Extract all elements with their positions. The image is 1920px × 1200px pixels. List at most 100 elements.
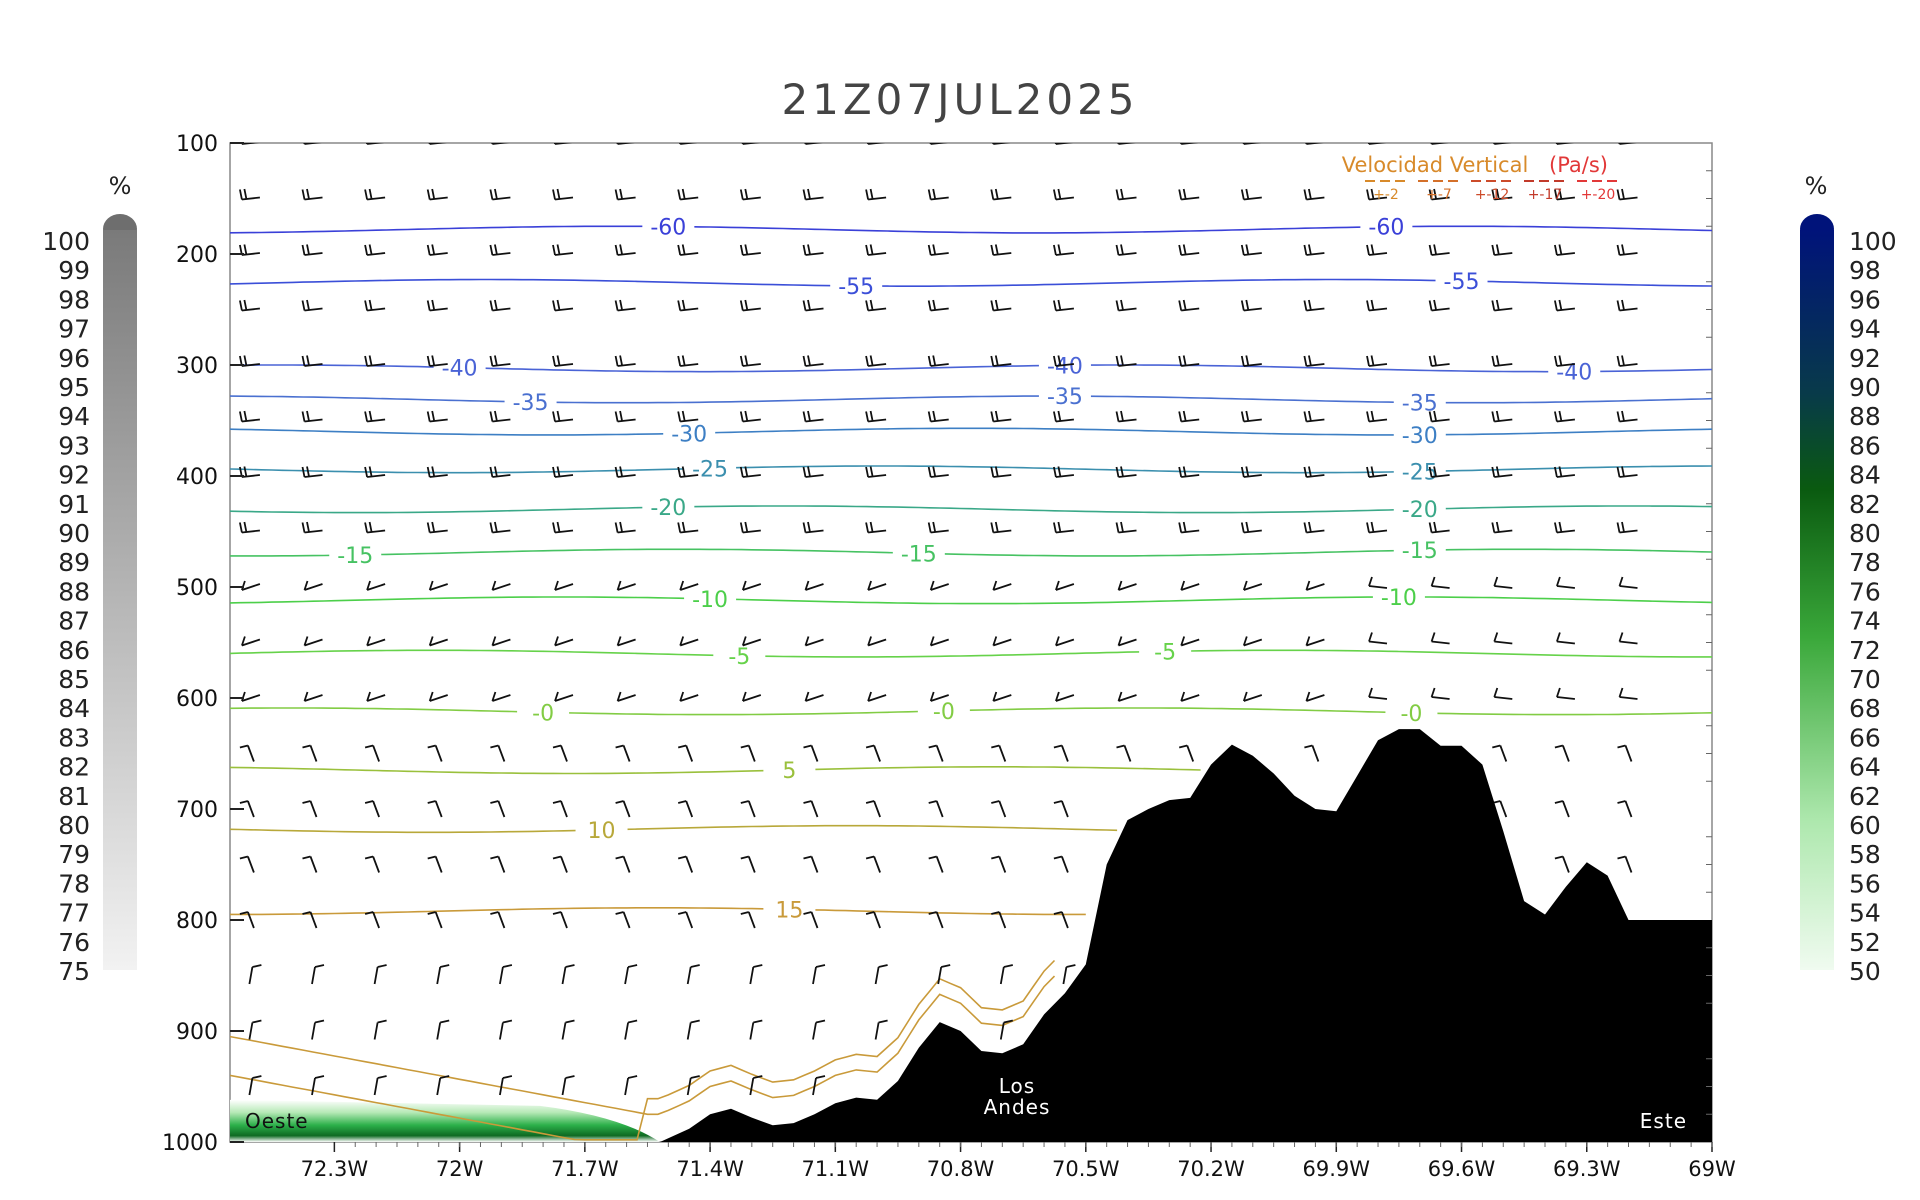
wind-barb (615, 855, 631, 873)
wind-barb (366, 580, 386, 591)
wind-barb (301, 188, 323, 201)
wind-barb (248, 1019, 262, 1040)
vv-legend-title: Velocidad Vertical (Pa/s) (1342, 153, 1608, 177)
wind-barb (1554, 188, 1575, 201)
wind-barb (1180, 143, 1199, 145)
contour-label-bg (1385, 700, 1438, 723)
wind-barb (490, 855, 506, 873)
wind-barb (1055, 636, 1075, 647)
wind-barb (552, 188, 574, 201)
wind-barb (1556, 576, 1575, 589)
left-colorbar-label: 92 (58, 461, 90, 490)
temperature-contour-label: -30 (1402, 424, 1438, 449)
wind-barb (427, 911, 443, 929)
wind-barb (302, 855, 318, 873)
wind-barb (927, 466, 949, 478)
wind-barb (1616, 521, 1638, 534)
wind-barb (1303, 299, 1325, 312)
wind-barb (1492, 744, 1508, 762)
wind-barb (992, 143, 1011, 145)
wind-barb (490, 911, 506, 929)
wind-barb (616, 636, 636, 647)
left-colorbar-label: 83 (58, 723, 90, 752)
right-colorbar-label: 58 (1849, 840, 1881, 869)
terrain-andes (230, 729, 1712, 1142)
wind-barb (1618, 576, 1638, 589)
temperature-contour-label: -30 (671, 422, 707, 447)
y-tick-label: 200 (176, 243, 218, 268)
wind-barb (741, 691, 762, 702)
wind-barb (1053, 299, 1074, 312)
label-andes-2: Andes (984, 1095, 1051, 1119)
wind-barb (491, 691, 511, 702)
wind-barb (499, 1019, 513, 1040)
wind-barb (364, 299, 386, 312)
wind-barb (489, 244, 511, 256)
y-tick-label: 400 (176, 465, 218, 490)
wind-barb (239, 744, 255, 762)
wind-barb (427, 855, 443, 873)
wind-barb (1428, 466, 1450, 478)
right-colorbar-bar (1800, 230, 1834, 970)
wind-barb (303, 143, 322, 145)
wind-barb (239, 800, 255, 818)
wind-barb (1303, 466, 1325, 478)
wind-barb (874, 1019, 888, 1040)
wind-barb (301, 355, 323, 367)
y-tick-label: 900 (176, 1020, 218, 1045)
right-colorbar-label: 60 (1849, 811, 1881, 840)
x-tick-label: 70.8W (927, 1157, 995, 1181)
wind-barb (990, 299, 1012, 312)
wind-barb (311, 1075, 325, 1096)
wind-barb (1178, 521, 1200, 534)
wind-barb (302, 744, 318, 762)
wind-barb (1178, 355, 1200, 367)
wind-barb (364, 244, 386, 256)
wind-barb (999, 1019, 1013, 1040)
wind-barb (1617, 855, 1633, 873)
temperature-contour-label: -15 (901, 542, 937, 567)
wind-barb (679, 691, 699, 702)
wind-barb (865, 299, 887, 312)
wind-barb (804, 691, 824, 702)
y-tick-label: 500 (176, 576, 218, 601)
wind-barb (1178, 188, 1200, 201)
wind-barb (927, 355, 949, 367)
contour-label-bg (684, 586, 737, 609)
wind-barb (552, 744, 568, 762)
wind-barb (1430, 687, 1450, 700)
wind-barb (929, 143, 948, 145)
x-tick-label: 71.1W (802, 1157, 870, 1181)
wind-barb (990, 521, 1012, 534)
wind-barb (1116, 744, 1132, 762)
temperature-contour-label: -60 (1368, 216, 1404, 241)
wind-barb (373, 1019, 387, 1040)
wind-barb (927, 188, 949, 201)
wind-barb (865, 355, 887, 367)
wind-barb (1616, 355, 1638, 367)
wind-barb (1180, 580, 1200, 591)
left-colorbar-label: 90 (58, 519, 90, 548)
wind-barb (867, 691, 887, 702)
wind-barb (364, 188, 386, 201)
wind-barb (552, 355, 574, 367)
wind-barb (554, 636, 574, 647)
wind-barb (1117, 636, 1137, 647)
wind-barb (1554, 299, 1575, 312)
wind-barb (1062, 964, 1076, 985)
wind-barb (1491, 410, 1513, 423)
wind-barb (1055, 691, 1075, 702)
wind-barb (1617, 800, 1633, 818)
x-tick-label: 71.7W (551, 1157, 619, 1181)
wind-barb (426, 299, 448, 312)
contour-label-bg (433, 355, 486, 378)
wind-barb (427, 744, 443, 762)
wind-barb (1554, 744, 1570, 762)
temperature-contour (230, 649, 1712, 658)
wind-barb (1053, 855, 1069, 873)
wind-barb (686, 964, 700, 985)
left-colorbar-label: 81 (58, 782, 90, 811)
wind-barb (499, 1075, 513, 1096)
right-colorbar-label: 92 (1849, 344, 1881, 373)
wind-barb (552, 800, 568, 818)
